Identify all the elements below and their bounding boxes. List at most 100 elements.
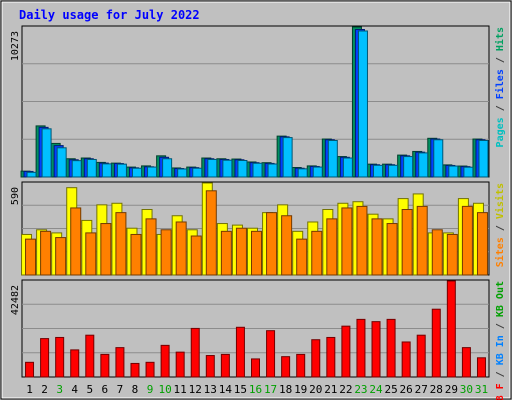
x-tick-label: 11 bbox=[174, 383, 187, 396]
bar bbox=[418, 152, 429, 178]
bar bbox=[388, 164, 399, 178]
bar bbox=[311, 230, 323, 276]
bar bbox=[282, 137, 293, 178]
bar bbox=[476, 212, 488, 276]
bar bbox=[40, 230, 52, 276]
x-tick-label: 24 bbox=[369, 383, 383, 396]
x-tick-label: 7 bbox=[117, 383, 124, 396]
bar bbox=[85, 334, 95, 378]
chart-panels: 10273 Pages / Files / Hits 590 Sites / Visi… bbox=[10, 25, 506, 400]
bar bbox=[433, 139, 444, 178]
axis-title-part: / bbox=[495, 219, 506, 237]
x-tick-label: 19 bbox=[294, 383, 307, 396]
bar bbox=[71, 160, 82, 178]
bar bbox=[41, 128, 52, 178]
x-tick-label: 14 bbox=[219, 383, 233, 396]
bar bbox=[115, 347, 125, 378]
bar bbox=[386, 318, 396, 378]
bar bbox=[145, 361, 155, 378]
bar bbox=[56, 147, 67, 178]
bar bbox=[147, 166, 158, 178]
x-tick-label: 31 bbox=[475, 383, 488, 396]
bar bbox=[416, 334, 426, 378]
bar bbox=[326, 218, 338, 276]
x-tick-label: 6 bbox=[102, 383, 109, 396]
bar bbox=[431, 308, 441, 378]
bar bbox=[130, 233, 142, 276]
x-axis-labels: 1 2 3 4 5 6 7 8 9 10 11 12 13 14 15 16 17 18 19 20 21 22 23 24 2… bbox=[26, 383, 488, 396]
bar bbox=[371, 218, 383, 276]
bar bbox=[85, 232, 97, 276]
x-tick-label: 27 bbox=[415, 383, 428, 396]
bar bbox=[162, 158, 173, 178]
bar bbox=[342, 157, 353, 178]
bar bbox=[70, 349, 80, 378]
chart-title: Daily usage for July 2022 bbox=[19, 8, 200, 22]
bar bbox=[100, 353, 110, 378]
bar bbox=[373, 164, 384, 178]
series-pages bbox=[26, 30, 489, 178]
panel-max-label: 10273 bbox=[10, 31, 21, 61]
x-tick-label: 1 bbox=[26, 383, 33, 396]
bar bbox=[478, 139, 489, 178]
x-tick-label: 2 bbox=[41, 383, 48, 396]
bar bbox=[175, 351, 185, 378]
bar bbox=[401, 341, 411, 378]
bar bbox=[145, 218, 157, 276]
series-sites bbox=[25, 190, 488, 276]
axis-title-part: Files bbox=[494, 69, 506, 99]
bar bbox=[326, 336, 336, 378]
bar bbox=[205, 190, 217, 276]
x-tick-label: 8 bbox=[132, 383, 139, 396]
bar bbox=[115, 212, 127, 276]
bar bbox=[446, 233, 458, 276]
panel-pages-files-hits: 10273 Pages / Files / Hits bbox=[10, 25, 506, 178]
bar bbox=[70, 207, 82, 276]
bar bbox=[235, 326, 245, 378]
bar bbox=[100, 223, 112, 276]
panel-axis-title: KB F / KB In / KB Out bbox=[495, 281, 506, 400]
bar bbox=[403, 156, 414, 178]
bar bbox=[327, 139, 338, 178]
x-tick-label: 15 bbox=[234, 383, 247, 396]
bar bbox=[251, 358, 260, 378]
x-tick-label: 21 bbox=[324, 383, 337, 396]
bar bbox=[296, 353, 306, 378]
bar bbox=[312, 166, 323, 178]
bar bbox=[461, 347, 471, 378]
x-tick-label: 25 bbox=[384, 383, 397, 396]
x-tick-label: 9 bbox=[147, 383, 154, 396]
bar bbox=[207, 158, 218, 178]
x-tick-label: 29 bbox=[445, 383, 458, 396]
bar bbox=[192, 167, 203, 178]
panel-max-label: 590 bbox=[10, 187, 21, 205]
bar bbox=[296, 238, 308, 276]
axis-title-part: Pages bbox=[495, 117, 506, 147]
bar bbox=[220, 353, 230, 378]
bar bbox=[25, 361, 35, 378]
panel-axis-title: Pages / Files / Hits bbox=[494, 27, 506, 147]
panel-axis-title: Sites / Visits bbox=[494, 183, 506, 267]
bar bbox=[251, 230, 262, 276]
bar bbox=[297, 168, 308, 178]
bar bbox=[25, 238, 37, 276]
bar bbox=[220, 230, 232, 276]
axis-title-part: Sites bbox=[494, 237, 506, 267]
bar bbox=[461, 205, 473, 276]
bar bbox=[55, 237, 67, 276]
bar bbox=[281, 215, 293, 276]
x-tick-label: 20 bbox=[309, 383, 322, 396]
bar bbox=[40, 338, 50, 378]
bar bbox=[177, 168, 188, 178]
x-tick-label: 26 bbox=[400, 383, 413, 396]
bar bbox=[160, 229, 172, 276]
bar bbox=[116, 163, 127, 178]
bar bbox=[130, 362, 140, 378]
bar bbox=[235, 227, 247, 276]
bar bbox=[448, 165, 459, 178]
bar bbox=[26, 171, 37, 178]
axis-title-part: Visits bbox=[494, 183, 506, 219]
